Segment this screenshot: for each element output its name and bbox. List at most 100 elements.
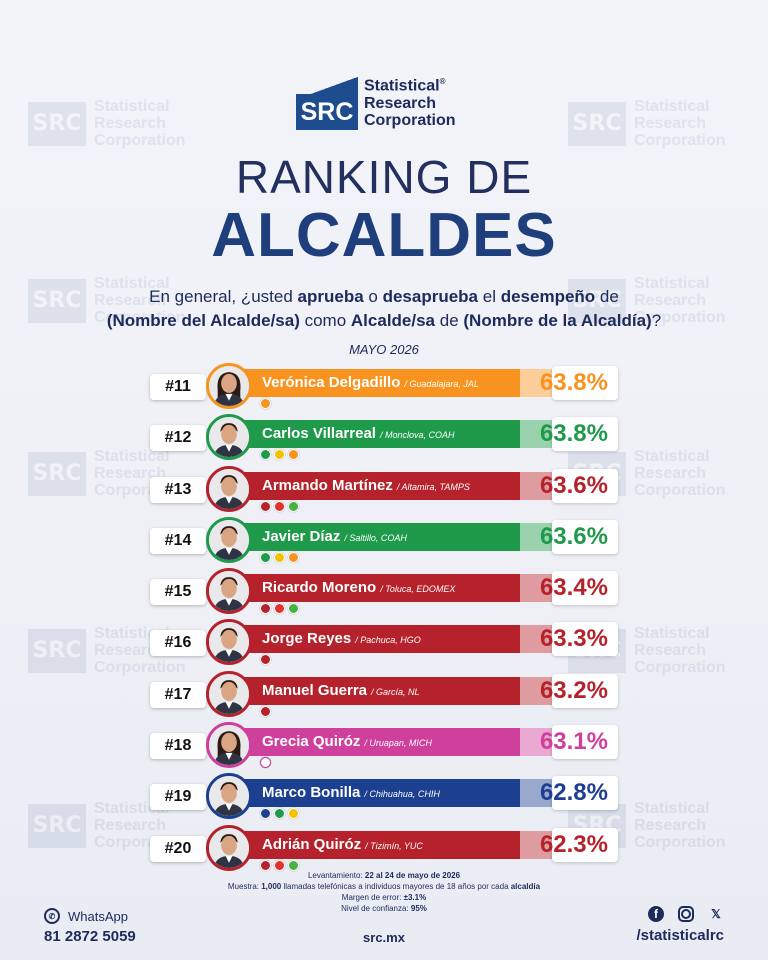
ranking-bar: Manuel Guerra / García, NL (240, 676, 520, 705)
mayor-location: / Pachuca, HGO (355, 635, 421, 646)
rank-badge: #19 (150, 784, 206, 811)
logo-box-text: SRC (296, 94, 358, 130)
mayor-avatar (206, 773, 252, 820)
logo-name: Statistical® Research Corporation (364, 77, 456, 129)
approval-percent: 63.8% (540, 366, 618, 400)
mayor-location: / Tizimín, YUC (365, 840, 423, 851)
mayor-name: Armando Martínez (262, 476, 393, 494)
mayor-name: Grecia Quiróz (262, 733, 361, 751)
bar-tail (520, 676, 554, 705)
approval-percent: 62.8% (540, 776, 618, 811)
methodology-note: Levantamiento: 22 al 24 de mayo de 2026 … (227, 871, 541, 913)
bar-tail (520, 728, 554, 757)
social-handle[interactable]: /statisticalrc (636, 927, 724, 944)
party-logo-icon (288, 808, 299, 820)
mayor-location: / Toluca, EDOMEX (380, 584, 456, 595)
mayor-name: Ricardo Moreno (262, 579, 377, 597)
party-logo-icon (260, 859, 271, 871)
ranking-bar: Adrián Quiróz / Tizimín, YUC (240, 830, 520, 859)
approval-percent: 63.2% (540, 673, 618, 708)
mayor-avatar (206, 824, 252, 871)
ranking-bar: Marco Bonilla / Chihuahua, CHIH (240, 779, 520, 808)
mayor-location: / Uruapan, MICH (364, 738, 432, 749)
party-logo-icon (260, 398, 271, 409)
party-logo-icon (274, 449, 285, 461)
title-line-1: RANKING DE (235, 151, 533, 203)
instagram-icon[interactable] (678, 906, 694, 922)
party-logo-icon (288, 859, 299, 871)
mayor-avatar (206, 568, 252, 615)
x-icon[interactable]: 𝕏 (711, 907, 721, 921)
mayor-avatar (206, 363, 252, 409)
src-logo-mark: SRC (296, 72, 358, 130)
mayor-location: / Altamira, TAMPS (396, 481, 470, 492)
mayor-avatar (206, 516, 252, 563)
bar-tail (520, 471, 554, 500)
rank-badge: #11 (150, 374, 206, 400)
party-logos (260, 449, 299, 461)
party-logos (260, 705, 271, 717)
facebook-icon[interactable]: f (648, 906, 664, 922)
party-logo-icon (260, 757, 271, 769)
rank-badge: #14 (150, 527, 206, 554)
ranking-bar: Grecia Quiróz / Uruapan, MICH (240, 728, 520, 757)
ranking-row: #18 Grecia Quiróz / Uruapan, MICH 63.1% (148, 722, 618, 773)
ranking-row: #13 Armando Martínez / Altamira, TAMPS 63.6… (148, 465, 618, 517)
mayor-name: Adrián Quiróz (262, 835, 362, 853)
approval-percent: 63.3% (540, 622, 618, 657)
party-logo-icon (288, 603, 299, 615)
whatsapp-number[interactable]: 81 2872 5059 (44, 928, 136, 945)
whatsapp-label: WhatsApp (68, 908, 128, 924)
ranking-bar: Jorge Reyes / Pachuca, HGO (240, 625, 520, 654)
mayor-avatar (206, 414, 252, 461)
party-logo-icon (260, 500, 271, 512)
approval-percent: 63.8% (540, 417, 618, 452)
party-logo-icon (274, 859, 285, 871)
ranking-row: #20 Adrián Quiróz / Tizimín, YUC 62.3% (148, 824, 618, 876)
bar-tail (520, 779, 554, 808)
ranking-row: #14 Javier Díaz / Saltillo, COAH 63.6% (148, 516, 618, 568)
bar-tail (520, 369, 554, 397)
party-logo-icon (260, 654, 271, 666)
mayor-name: Manuel Guerra (262, 681, 368, 699)
party-logos (260, 398, 271, 409)
party-logos (260, 654, 271, 666)
party-logo-icon (274, 500, 285, 512)
whatsapp-contact[interactable]: ✆ WhatsApp 81 2872 5059 (44, 908, 136, 945)
party-logos (260, 551, 299, 563)
mayor-location: / Monclova, COAH (379, 430, 455, 441)
mayor-location: / Saltillo, COAH (344, 532, 407, 543)
rank-badge: #12 (150, 425, 206, 452)
mayor-avatar (206, 465, 252, 512)
bar-tail (520, 625, 554, 654)
rank-badge: #13 (150, 476, 206, 503)
party-logos (260, 808, 299, 820)
party-logo-icon (274, 603, 285, 615)
ranking-bar: Verónica Delgadillo / Guadalajara, JAL (240, 369, 520, 397)
website-link[interactable]: src.mx (363, 930, 405, 945)
mayor-location: / García, NL (371, 686, 420, 697)
ranking-bar: Armando Martínez / Altamira, TAMPS (240, 471, 520, 500)
src-logo: SRC Statistical® Research Corporation (296, 72, 456, 130)
mayor-name: Carlos Villarreal (262, 425, 376, 443)
bar-tail (520, 830, 554, 859)
party-logo-icon (288, 551, 299, 563)
mayor-location: / Guadalajara, JAL (404, 379, 479, 389)
bar-tail (520, 574, 554, 603)
party-logo-icon (260, 705, 271, 717)
mayor-name: Marco Bonilla (262, 784, 361, 802)
party-logo-icon (274, 551, 285, 563)
bar-tail (520, 522, 554, 551)
rank-badge: #17 (150, 681, 206, 708)
mayor-avatar (206, 722, 252, 769)
whatsapp-icon: ✆ (44, 908, 60, 924)
survey-question: En general, ¿usted aprueba o desaprueba … (106, 287, 662, 330)
ranking-bar: Ricardo Moreno / Toluca, EDOMEX (240, 574, 520, 603)
mayor-avatar (206, 619, 252, 666)
